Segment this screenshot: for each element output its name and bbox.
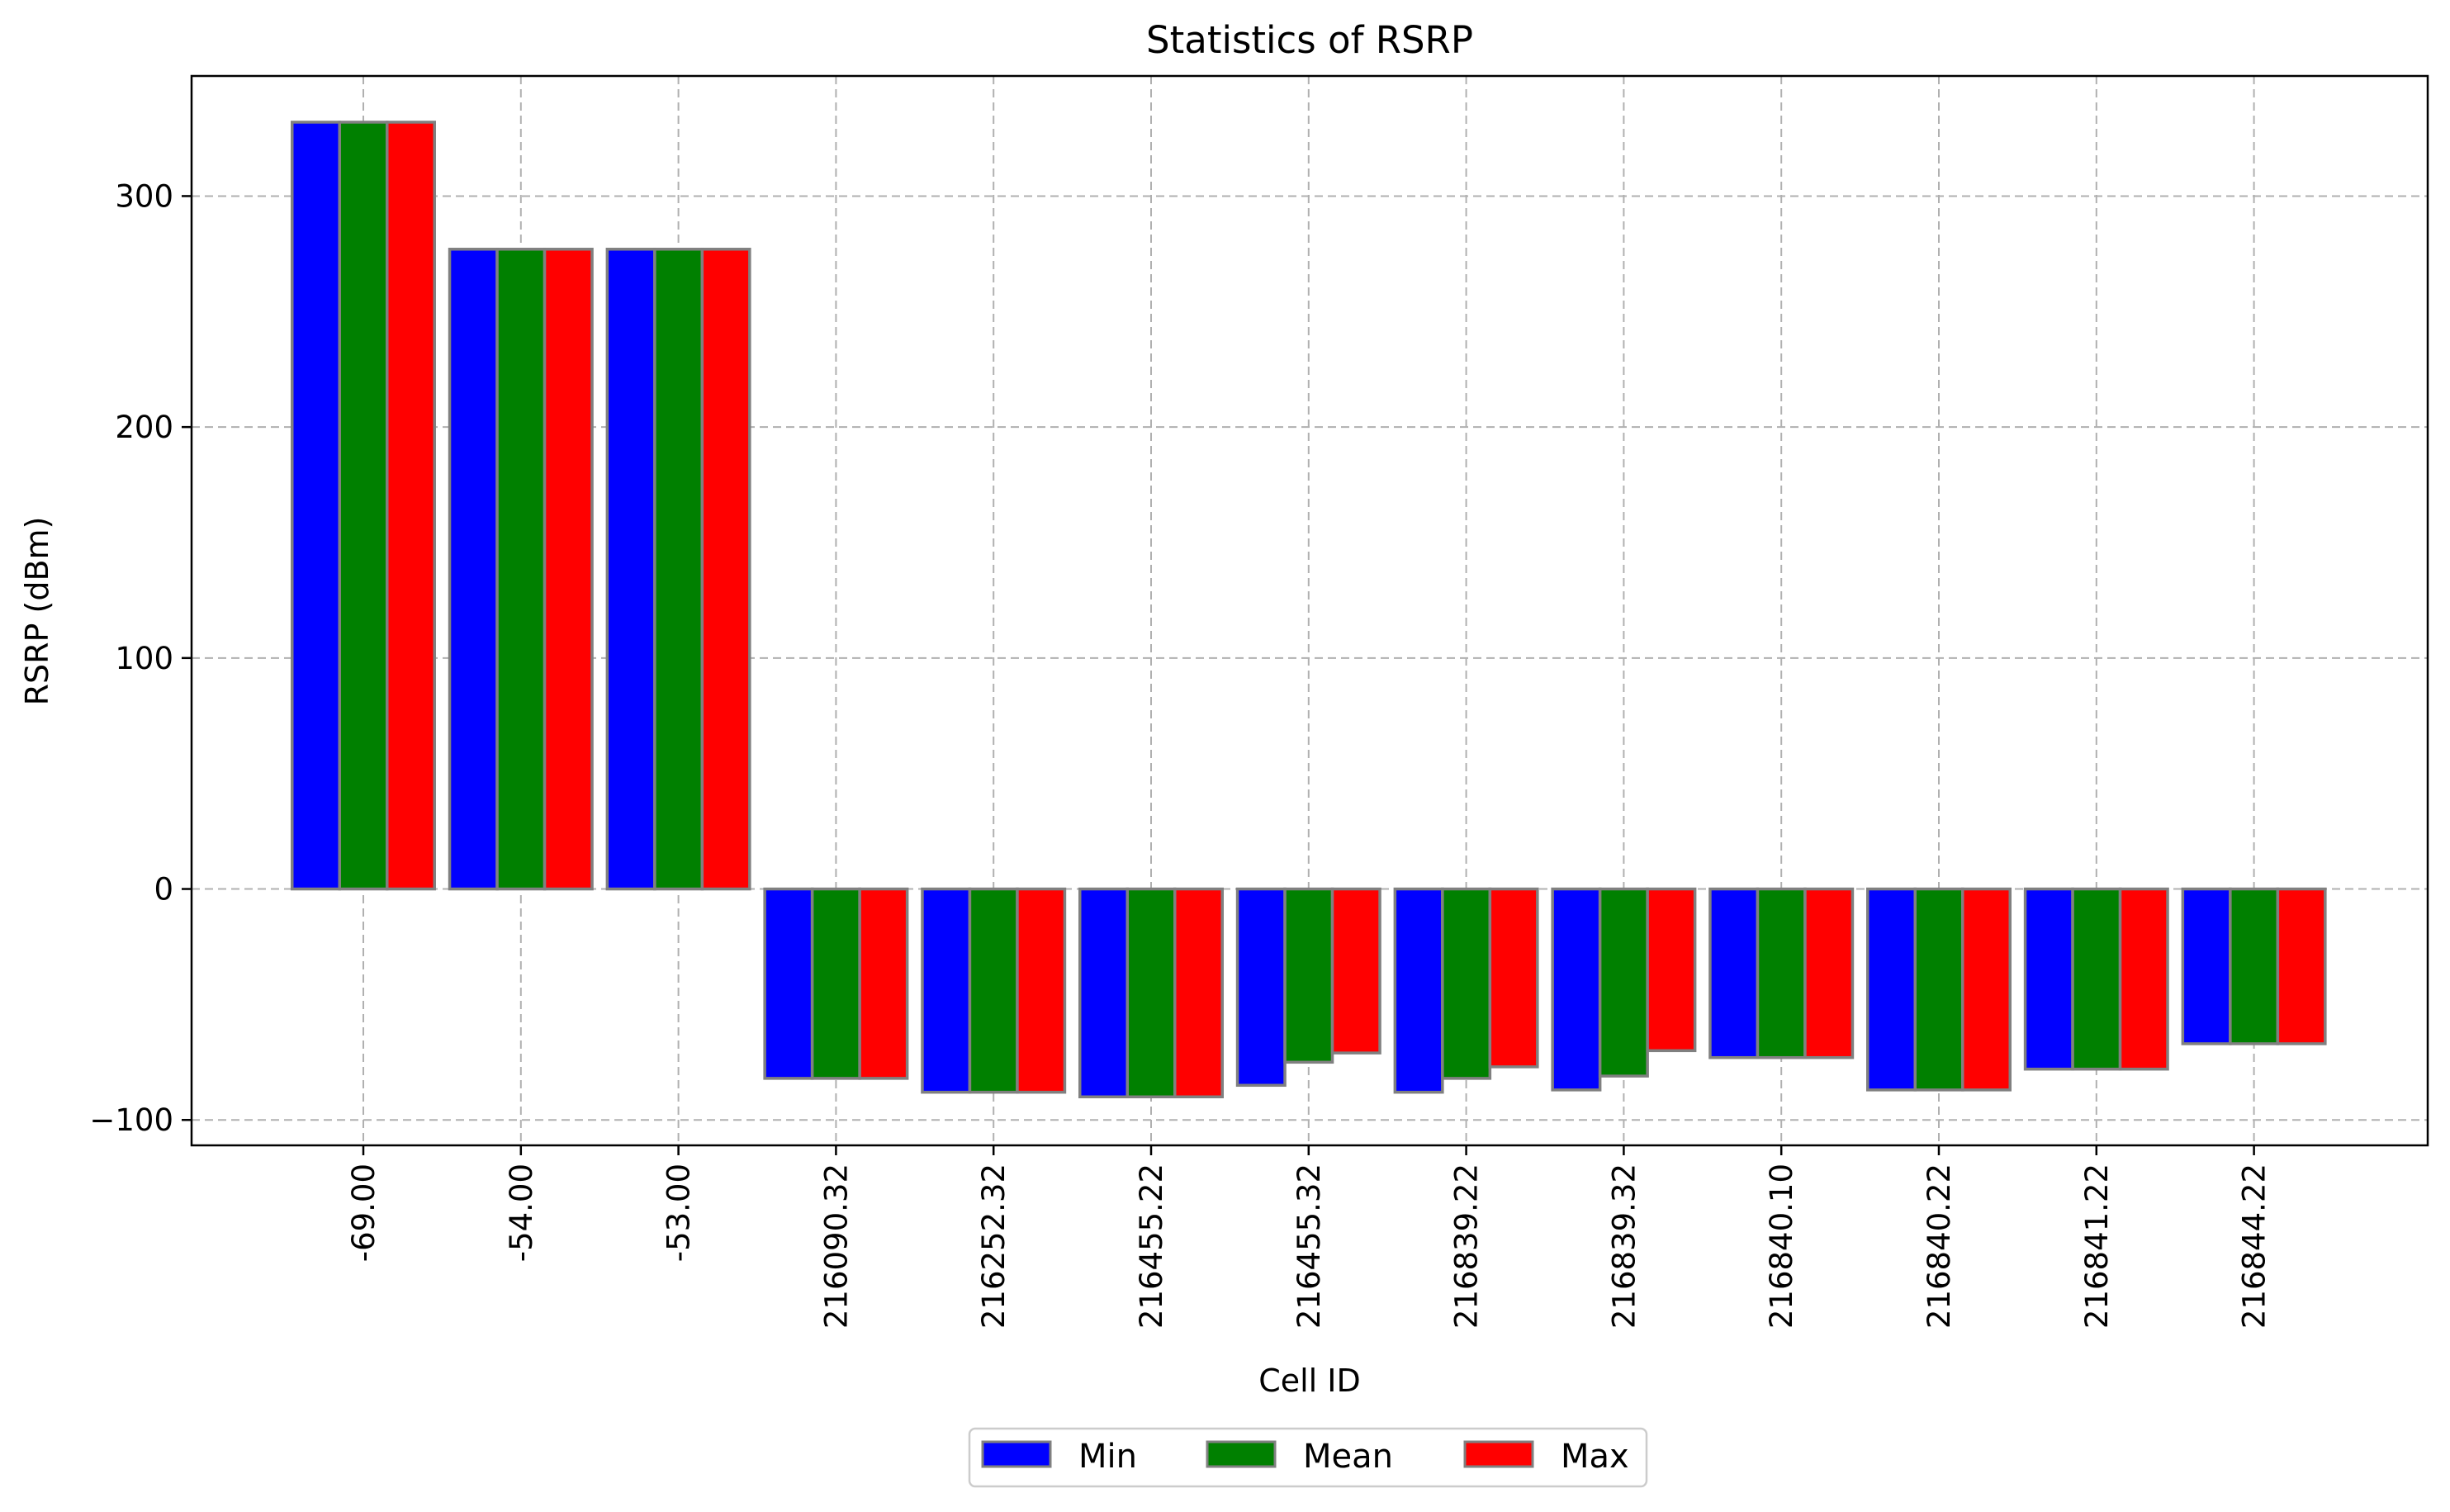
bar-mean	[810, 887, 861, 1080]
bar-min	[1866, 887, 1917, 1092]
bar-mean	[338, 121, 389, 891]
x-tick-label: -54.00	[504, 1164, 539, 1262]
bars	[291, 121, 2327, 1099]
bar-max	[1488, 887, 1539, 1069]
chart-title: Statistics of RSRP	[1146, 18, 1473, 62]
bar-mean	[1756, 887, 1807, 1059]
y-tick-label: 300	[115, 178, 173, 214]
bar-min	[1235, 887, 1287, 1088]
x-tick-label: 216839.32	[1606, 1164, 1642, 1329]
legend-label-max: Max	[1561, 1438, 1629, 1476]
y-tick-label: 0	[154, 872, 173, 908]
bar-max	[1016, 887, 1067, 1094]
bar-min	[448, 248, 499, 891]
bar-min	[1551, 887, 1602, 1092]
bar-max	[1173, 887, 1224, 1099]
bar-max	[2118, 887, 2169, 1071]
bar-max	[1646, 887, 1697, 1053]
bar-min	[605, 248, 656, 891]
bar-max	[386, 121, 436, 891]
bar-max	[700, 248, 751, 891]
x-tick-label: -53.00	[661, 1164, 697, 1262]
bar-max	[1803, 887, 1855, 1059]
bar-min	[763, 887, 814, 1080]
bar-mean	[1598, 887, 1649, 1078]
bar-mean	[2229, 887, 2280, 1045]
x-tick-label: 216844.22	[2237, 1164, 2272, 1329]
bar-mean	[2071, 887, 2122, 1071]
x-tick-label: 216252.32	[976, 1164, 1012, 1329]
axis-ticks: −100 0 100 200 300 -69.00 -54.00 -53.00 216090.3…	[89, 178, 2272, 1329]
legend-swatch-max	[1463, 1440, 1534, 1468]
x-tick-label: 216455.22	[1134, 1164, 1169, 1329]
bar-mean	[495, 248, 547, 891]
x-tick-label: 216090.32	[818, 1164, 854, 1329]
legend-swatch-min	[981, 1440, 1052, 1468]
bar-min	[1078, 887, 1129, 1099]
bar-mean	[1125, 887, 1177, 1099]
bar-min	[291, 121, 341, 891]
x-tick-label: 216455.32	[1291, 1164, 1327, 1329]
bar-mean	[653, 248, 704, 891]
bar-max	[543, 248, 594, 891]
legend-label-min: Min	[1078, 1438, 1137, 1476]
legend-swatch-mean	[1206, 1440, 1277, 1468]
bar-min	[1393, 887, 1444, 1094]
bar-min	[2181, 887, 2232, 1045]
x-tick-label: -69.00	[346, 1164, 381, 1262]
x-tick-label: 216841.22	[2079, 1164, 2115, 1329]
y-tick-label: 100	[115, 641, 173, 676]
x-axis-label: Cell ID	[1258, 1363, 1361, 1399]
x-tick-label: 216840.22	[1922, 1164, 1957, 1329]
bar-mean	[1913, 887, 1964, 1092]
x-tick-label: 216840.10	[1764, 1164, 1799, 1329]
bar-min	[1708, 887, 1760, 1059]
bar-max	[1961, 887, 2012, 1092]
bar-max	[858, 887, 909, 1080]
bar-mean	[1283, 887, 1334, 1064]
bar-min	[921, 887, 972, 1094]
y-tick-label: −100	[89, 1102, 173, 1138]
y-tick-label: 200	[115, 410, 173, 445]
bar-min	[2023, 887, 2074, 1071]
legend: Min Mean Max	[968, 1427, 1648, 1488]
y-axis-label: RSRP (dBm)	[19, 517, 55, 706]
x-tick-label: 216839.22	[1449, 1164, 1485, 1329]
bar-max	[2276, 887, 2327, 1045]
bar-mean	[1441, 887, 1492, 1080]
bar-mean	[968, 887, 1019, 1094]
legend-label-mean: Mean	[1303, 1438, 1393, 1476]
bar-max	[1330, 887, 1381, 1055]
